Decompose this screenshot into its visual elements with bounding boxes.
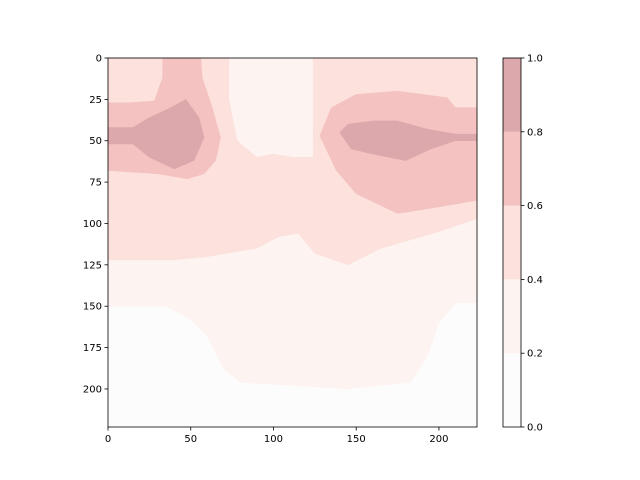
x-axis: 0 50 100 150 200 — [105, 427, 448, 445]
colorbar-tick-label: 0.8 — [527, 127, 543, 138]
y-tick-label: 0 — [96, 54, 102, 65]
colorbar-segment — [503, 279, 521, 354]
y-axis: 0 25 50 75 100 125 150 175 200 — [83, 54, 108, 395]
colorbar-segment — [503, 205, 521, 280]
y-tick-label: 200 — [83, 384, 102, 395]
x-tick-label: 0 — [105, 434, 111, 445]
colorbar: 0.0 0.2 0.4 0.6 0.8 1.0 — [502, 54, 543, 434]
x-tick-label: 100 — [264, 434, 283, 445]
contour-band-0.8-1.0-left — [107, 99, 205, 170]
y-tick-label: 150 — [83, 302, 102, 313]
colorbar-tick-label: 0.2 — [527, 349, 543, 360]
y-tick-label: 175 — [83, 343, 102, 354]
y-tick-label: 25 — [89, 95, 102, 106]
colorbar-tick-label: 1.0 — [527, 54, 543, 65]
colorbar-tick-label: 0.6 — [527, 201, 543, 212]
y-tick-label: 75 — [89, 178, 102, 189]
colorbar-segment — [503, 353, 521, 427]
plot-frame — [107, 57, 478, 428]
colorbar-tick-label: 0.4 — [527, 275, 543, 286]
colorbar-tick-label: 0.0 — [527, 423, 543, 434]
x-tick-label: 150 — [347, 434, 366, 445]
plot-area — [107, 57, 478, 427]
colorbar-segment — [503, 131, 521, 206]
y-tick-label: 100 — [83, 219, 102, 230]
x-tick-label: 200 — [429, 434, 448, 445]
colorbar-frame — [502, 57, 522, 428]
y-tick-label: 50 — [89, 136, 102, 147]
x-tick-label: 50 — [184, 434, 197, 445]
colorbar-segment — [503, 58, 521, 132]
y-tick-label: 125 — [83, 260, 102, 271]
